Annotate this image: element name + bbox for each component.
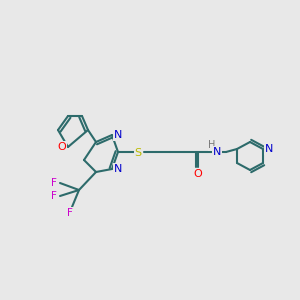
Text: N: N xyxy=(213,147,221,157)
Text: O: O xyxy=(58,142,66,152)
Text: N: N xyxy=(265,144,273,154)
Text: N: N xyxy=(114,130,122,140)
Text: F: F xyxy=(51,191,57,201)
Text: S: S xyxy=(134,148,142,158)
Text: N: N xyxy=(114,164,122,174)
Text: H: H xyxy=(208,140,216,150)
Text: F: F xyxy=(67,208,73,218)
Text: F: F xyxy=(51,178,57,188)
Text: O: O xyxy=(194,169,202,179)
